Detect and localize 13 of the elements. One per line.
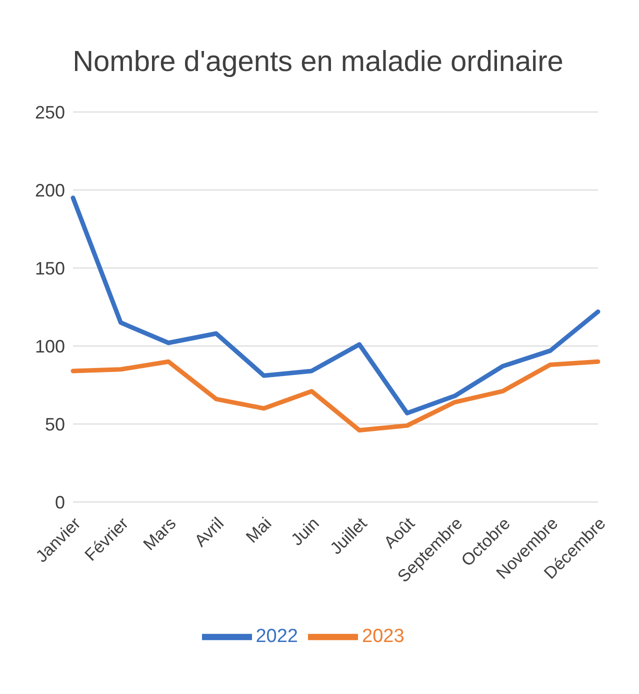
chart-title: Nombre d'agents en maladie ordinaire: [72, 45, 564, 80]
legend-label: 2023: [362, 626, 404, 648]
y-tick-label: 100: [34, 336, 65, 356]
y-tick-label: 250: [34, 102, 65, 122]
line-series: [70, 196, 600, 416]
x-tick-label: Juin: [287, 514, 323, 550]
line-series: [70, 359, 600, 432]
legend-label: 2022: [256, 626, 298, 648]
x-tick-label: Mai: [242, 514, 276, 547]
y-tick-label: 0: [54, 492, 65, 512]
y-tick-label: 150: [34, 258, 65, 278]
y-tick-label: 200: [34, 180, 65, 200]
y-tick-label: 50: [44, 414, 65, 434]
